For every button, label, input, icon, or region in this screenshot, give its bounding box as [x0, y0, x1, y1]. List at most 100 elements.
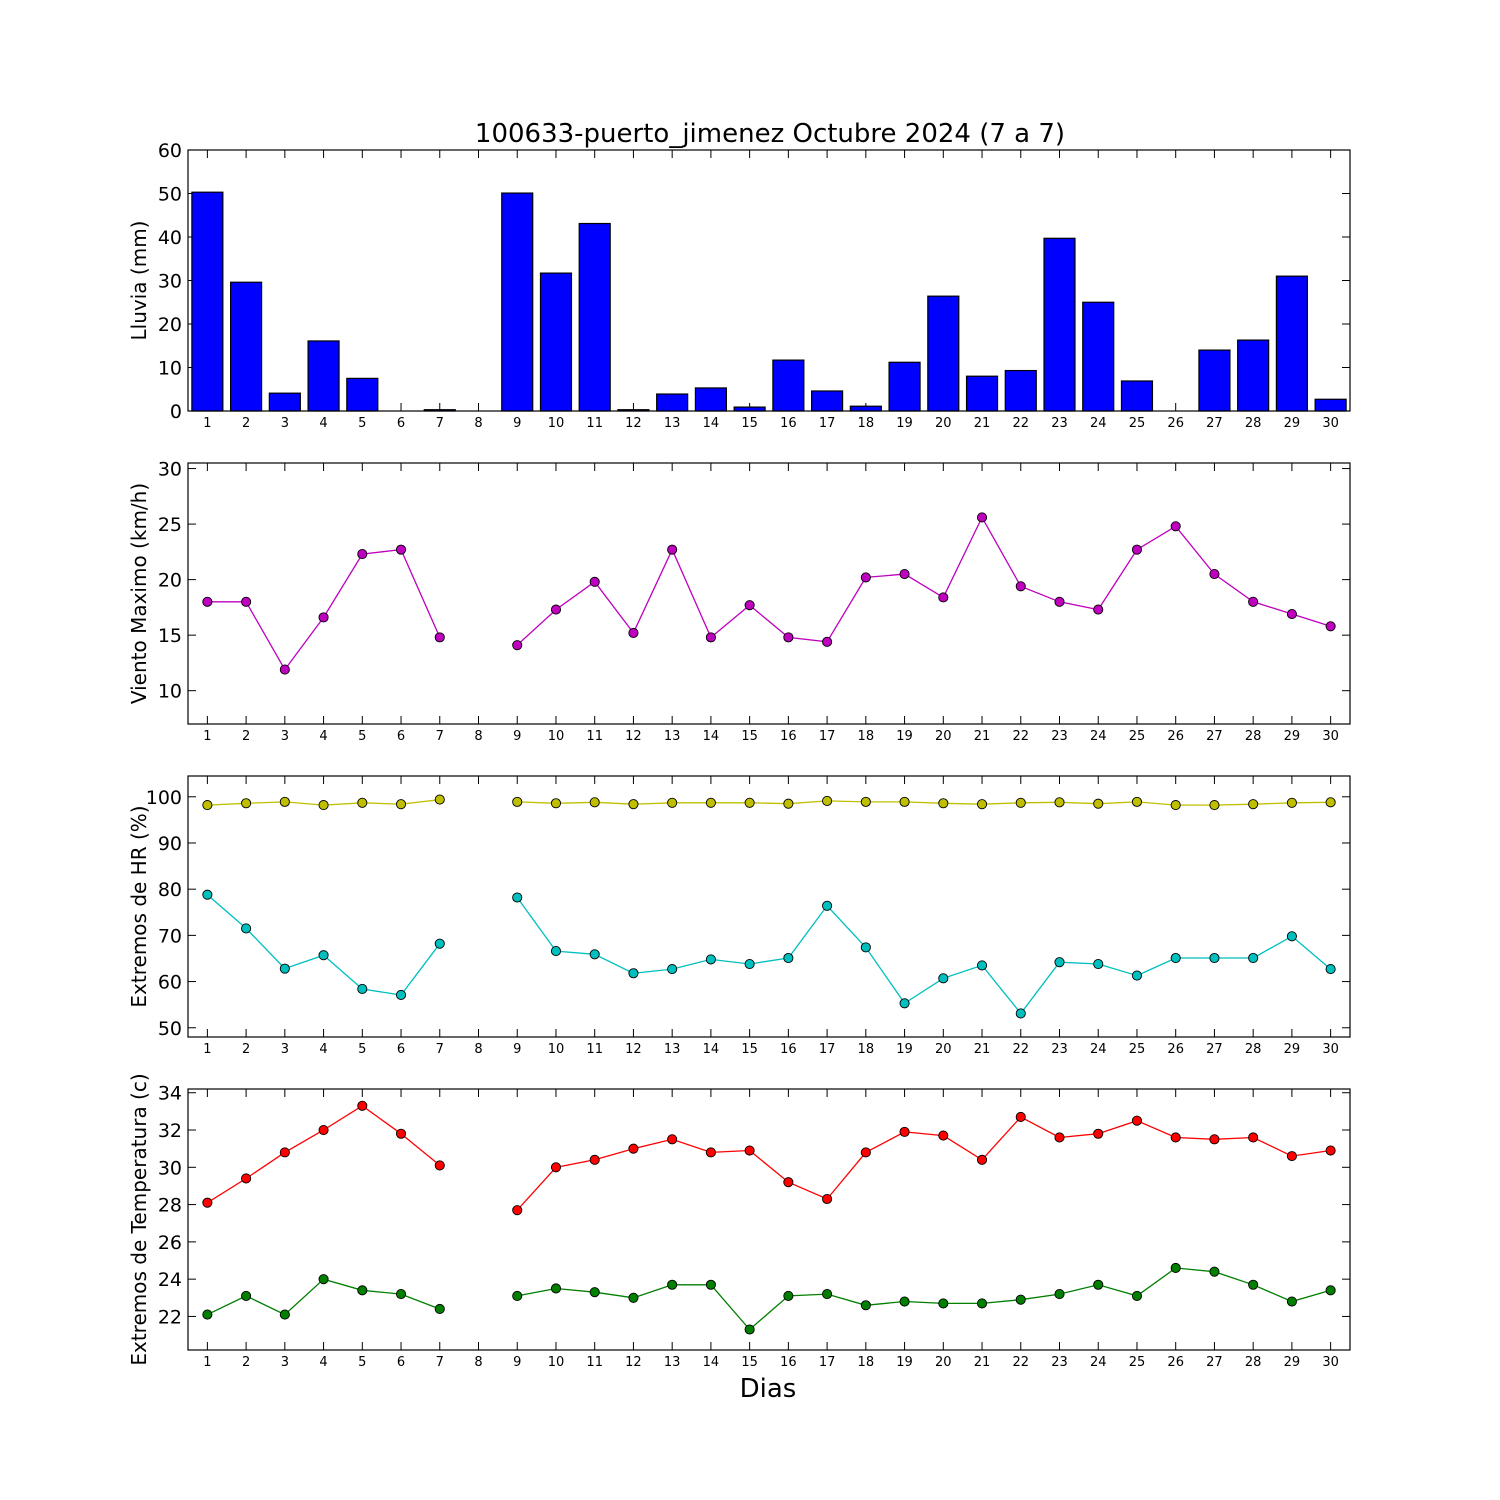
- x-tick-label: 20: [935, 416, 952, 431]
- point: [744, 1324, 755, 1335]
- x-tick-label: 19: [896, 1042, 913, 1057]
- x-tick-label: 16: [780, 1042, 797, 1057]
- point: [899, 1126, 910, 1137]
- x-tick-label: 19: [896, 729, 913, 744]
- x-tick-label: 12: [625, 729, 642, 744]
- x-tick-label: 10: [548, 1355, 565, 1370]
- bar: [307, 340, 340, 412]
- point: [512, 640, 523, 651]
- y-tick-label: 30: [158, 271, 182, 293]
- x-tick-label: 2: [242, 729, 250, 744]
- x-tick-label: 8: [474, 1355, 482, 1370]
- bar: [849, 405, 882, 412]
- point: [783, 1290, 794, 1301]
- y-axis-label: Viento Maximo (km/h): [127, 483, 151, 704]
- point: [1131, 796, 1143, 807]
- point: [550, 604, 562, 615]
- bar: [1120, 380, 1154, 412]
- point: [241, 1290, 252, 1301]
- point: [860, 796, 871, 807]
- x-tick-label: 3: [281, 729, 289, 744]
- x-tick-label: 28: [1245, 729, 1262, 744]
- y-tick-label: 30: [158, 1157, 182, 1179]
- x-tick-label: 15: [741, 729, 758, 744]
- x-tick-label: 6: [397, 416, 405, 431]
- point: [434, 794, 445, 805]
- x-tick-label: 21: [974, 416, 991, 431]
- x-tick-label: 14: [703, 1042, 720, 1057]
- y-tick-label: 70: [158, 925, 182, 947]
- point: [783, 952, 794, 964]
- chart-title: 100633-puerto_jimenez Octubre 2024 (7 a …: [475, 119, 1065, 149]
- bar: [1275, 275, 1308, 412]
- point: [705, 797, 716, 808]
- x-tick-label: 20: [935, 1355, 952, 1370]
- x-tick-label: 29: [1284, 1355, 1301, 1370]
- point: [395, 989, 407, 1001]
- x-tick-label: 30: [1322, 1042, 1339, 1057]
- x-tick-label: 4: [319, 1042, 327, 1057]
- x-tick-label: 7: [436, 416, 444, 431]
- point: [1131, 1290, 1143, 1301]
- point: [822, 1289, 833, 1300]
- x-tick-label: 7: [436, 729, 444, 744]
- x-tick-label: 29: [1284, 1042, 1301, 1057]
- point: [1015, 1294, 1026, 1305]
- x-tick-label: 27: [1206, 1355, 1223, 1370]
- x-tick-label: 8: [474, 1042, 482, 1057]
- point: [1093, 1128, 1104, 1139]
- point: [744, 958, 755, 970]
- bar: [772, 359, 805, 412]
- point: [241, 1173, 252, 1184]
- point: [357, 797, 368, 808]
- x-tick-label: 22: [1012, 416, 1029, 431]
- bar: [346, 377, 379, 412]
- x-tick-label: 22: [1012, 1355, 1029, 1370]
- point: [628, 627, 639, 638]
- point: [395, 1128, 407, 1139]
- x-tick-label: 2: [242, 1355, 250, 1370]
- point: [1325, 1145, 1336, 1156]
- point: [938, 1130, 949, 1141]
- point: [357, 1285, 368, 1296]
- point: [1325, 964, 1336, 975]
- plot-frame: [187, 149, 1351, 412]
- x-tick-label: 5: [358, 1355, 366, 1370]
- y-tick-label: 90: [158, 833, 182, 855]
- x-tick-label: 12: [625, 416, 642, 431]
- point: [976, 960, 988, 971]
- y-tick-label: 28: [158, 1195, 182, 1217]
- point: [589, 797, 600, 808]
- x-tick-label: 11: [586, 729, 603, 744]
- bar: [927, 295, 960, 412]
- point: [1015, 581, 1026, 592]
- plot-frame: [187, 462, 1351, 725]
- point: [667, 1279, 678, 1290]
- x-tick-label: 23: [1051, 729, 1068, 744]
- bar: [888, 361, 921, 412]
- y-axis-label: Extremos de HR (%): [127, 805, 151, 1007]
- point: [589, 1287, 600, 1298]
- x-tick-label: 8: [474, 416, 482, 431]
- x-tick-label: 25: [1129, 416, 1146, 431]
- y-tick-label: 32: [158, 1120, 182, 1142]
- series-line: [206, 894, 1332, 1015]
- y-tick-label: 24: [158, 1269, 182, 1291]
- x-tick-label: 26: [1167, 1355, 1184, 1370]
- point: [667, 544, 678, 555]
- point: [1248, 596, 1259, 607]
- y-tick-label: 60: [158, 140, 182, 162]
- point: [1325, 1285, 1336, 1296]
- x-tick-label: 24: [1090, 1042, 1107, 1057]
- point: [1093, 958, 1104, 970]
- point: [202, 800, 213, 811]
- point: [279, 796, 290, 807]
- bar: [578, 222, 611, 412]
- point: [860, 572, 871, 583]
- x-tick-label: 25: [1129, 1355, 1146, 1370]
- point: [1015, 1111, 1026, 1123]
- point: [899, 569, 910, 580]
- x-tick-label: 21: [974, 1042, 991, 1057]
